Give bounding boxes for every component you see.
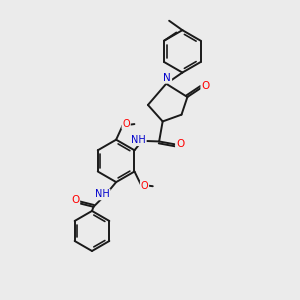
Text: O: O — [176, 140, 184, 149]
Text: O: O — [122, 119, 130, 129]
Text: O: O — [141, 181, 148, 191]
Text: O: O — [201, 80, 209, 91]
Text: O: O — [71, 195, 79, 205]
Text: NH: NH — [95, 190, 110, 200]
Text: NH: NH — [131, 135, 146, 145]
Text: N: N — [164, 73, 171, 83]
